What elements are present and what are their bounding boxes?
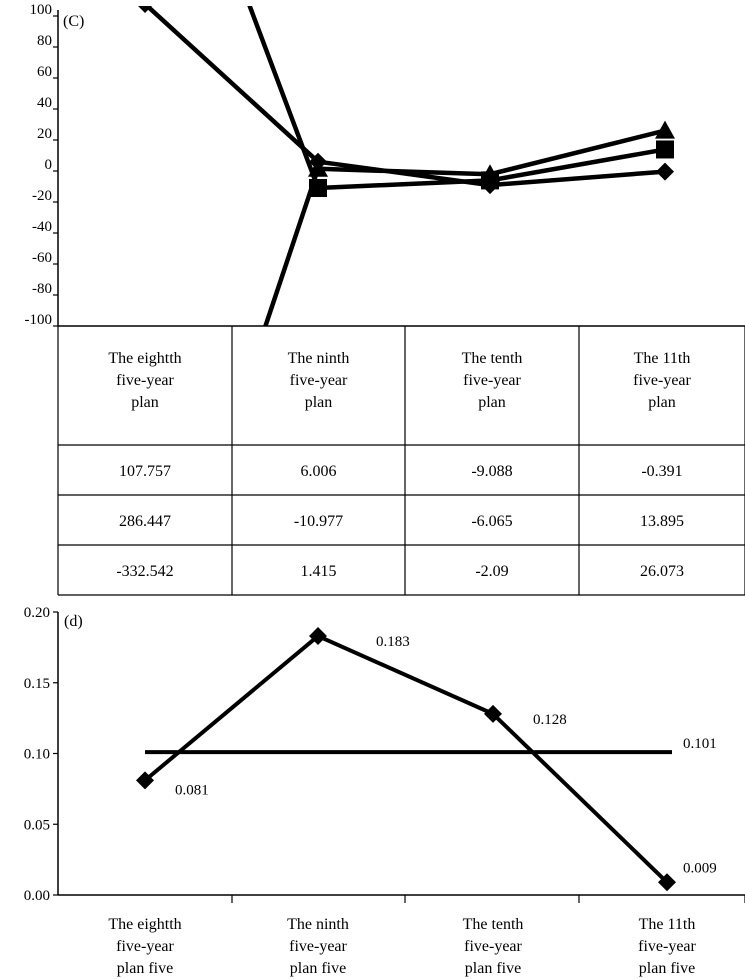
table-data-cell: -9.088 bbox=[471, 463, 512, 480]
data-label: 0.183 bbox=[376, 634, 410, 650]
table-data-cell: -10.977 bbox=[294, 513, 343, 530]
diamond-marker-point bbox=[484, 704, 502, 723]
diamond-marker-point bbox=[658, 873, 676, 892]
x-tick-label-d: five-year bbox=[289, 938, 347, 955]
series-line-triangle bbox=[263, 128, 666, 326]
y-tick-label-c: -40 bbox=[32, 219, 52, 235]
diamond-marker-point bbox=[656, 162, 674, 181]
y-tick-label-d: 0.20 bbox=[24, 605, 50, 621]
table-header-cell: five-year bbox=[463, 372, 521, 389]
series-line-diamond bbox=[143, 6, 666, 188]
series-line-diamond bbox=[143, 634, 669, 884]
x-tick-label-d: The tenth bbox=[463, 916, 524, 933]
table-data-cell: -332.542 bbox=[116, 563, 173, 580]
table-header-cell: plan bbox=[131, 394, 159, 411]
y-tick-label-c: 40 bbox=[37, 95, 52, 111]
reference-line-label: 0.101 bbox=[683, 736, 717, 752]
table-header-cell: five-year bbox=[116, 372, 174, 389]
x-tick-label-d: The ninth bbox=[287, 916, 349, 933]
table-data-cell: 13.895 bbox=[640, 513, 684, 530]
table-data-cell: 286.447 bbox=[119, 513, 171, 530]
diamond-marker-point bbox=[309, 627, 327, 646]
triangle-marker-point bbox=[480, 164, 500, 183]
y-tick-label-c: 20 bbox=[37, 126, 52, 142]
triangle-marker-point bbox=[655, 120, 675, 139]
x-tick-label-d: plan five bbox=[117, 960, 173, 977]
y-tick-label-c: 100 bbox=[30, 2, 53, 18]
diamond-marker-point bbox=[136, 771, 154, 790]
table-data-cell: 26.073 bbox=[640, 563, 684, 580]
y-tick-label-c: 0 bbox=[45, 157, 53, 173]
table-header-cell: five-year bbox=[633, 372, 691, 389]
table-header-cell: plan bbox=[648, 394, 676, 411]
x-tick-label-d: plan five bbox=[465, 960, 521, 977]
table-header-cell: The ninth bbox=[288, 350, 350, 367]
panel-d-chart: (d) 0.20 0.15 0.10 0.05 0.00 The eightth five-… bbox=[24, 605, 745, 977]
table-data-cell: -2.09 bbox=[475, 563, 508, 580]
square-marker-point bbox=[309, 179, 327, 198]
table-header-cell: plan bbox=[305, 394, 333, 411]
x-tick-label-d: plan five bbox=[290, 960, 346, 977]
triangle-marker-point bbox=[308, 158, 328, 177]
y-tick-label-d: 0.05 bbox=[24, 817, 50, 833]
panel-c-chart: (C) 100 80 60 40 20 0 -20 -40 -60 -80 -100 The eigh… bbox=[25, 2, 745, 694]
table-data-cell: -6.065 bbox=[471, 513, 512, 530]
square-marker-point bbox=[656, 140, 674, 159]
x-tick-label-d: plan five bbox=[639, 960, 695, 977]
data-label: 0.128 bbox=[533, 712, 567, 728]
series-layer-c bbox=[135, 6, 675, 694]
table-header-cell: plan bbox=[478, 394, 506, 411]
data-label: 0.081 bbox=[175, 782, 209, 798]
y-tick-label-c: -80 bbox=[32, 281, 52, 297]
table-header-cell: five-year bbox=[290, 372, 348, 389]
triangle-marker-point bbox=[135, 676, 155, 694]
y-tick-label-c: -60 bbox=[32, 250, 52, 266]
y-tick-label-c: -20 bbox=[32, 188, 52, 204]
table-header-cell: The 11th bbox=[634, 350, 691, 367]
table-data-cell: 107.757 bbox=[119, 463, 171, 480]
panel-d-label: (d) bbox=[64, 613, 83, 630]
x-tick-label-d: The eightth bbox=[108, 916, 181, 933]
y-tick-label-d: 0.00 bbox=[24, 888, 50, 904]
y-tick-label-c: 80 bbox=[37, 33, 52, 49]
table-header-cell: The tenth bbox=[462, 350, 523, 367]
x-tick-label-d: five-year bbox=[638, 938, 696, 955]
table-data-cell: 1.415 bbox=[301, 563, 337, 580]
y-tick-label-d: 0.15 bbox=[24, 676, 50, 692]
data-label: 0.009 bbox=[683, 860, 717, 876]
series-line-square bbox=[247, 6, 666, 191]
x-tick-label-d: five-year bbox=[116, 938, 174, 955]
y-tick-label-c: 60 bbox=[37, 64, 52, 80]
panel-c-label: (C) bbox=[63, 13, 84, 30]
table-data-cell: -0.391 bbox=[641, 463, 682, 480]
diamond-marker-point bbox=[138, 6, 152, 13]
table-header-cell: The eightth bbox=[108, 350, 181, 367]
y-tick-label-d: 0.10 bbox=[24, 747, 50, 763]
x-tick-label-d: The 11th bbox=[639, 916, 696, 933]
table-data-cell: 6.006 bbox=[301, 463, 337, 480]
y-tick-label-c: -100 bbox=[25, 312, 53, 328]
x-tick-label-d: five-year bbox=[464, 938, 522, 955]
